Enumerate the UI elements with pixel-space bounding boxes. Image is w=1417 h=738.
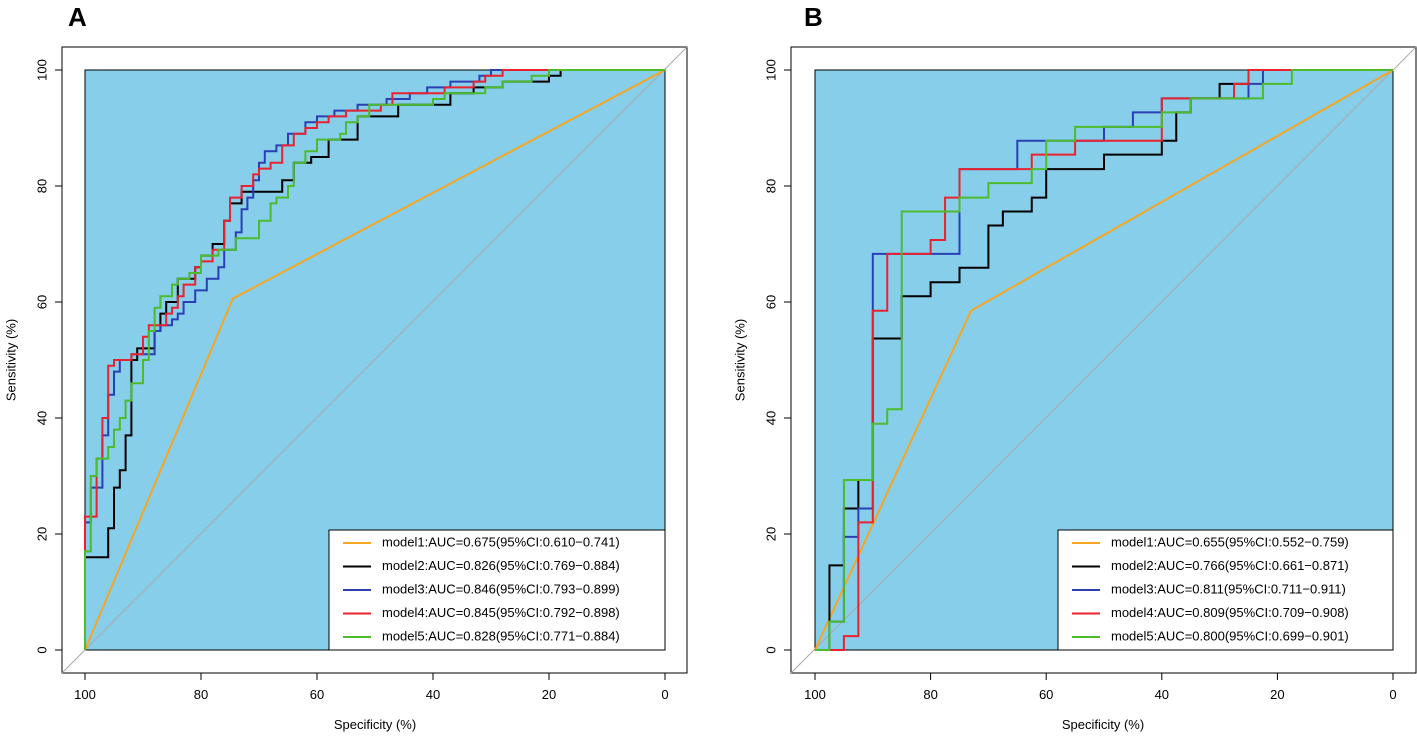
y-tick-label: 40 (34, 411, 49, 425)
legend-label-model1: model1:AUC=0.655(95%CI:0.552−0.759) (1111, 534, 1349, 549)
y-tick-label: 40 (763, 411, 778, 425)
legend-label-model2: model2:AUC=0.766(95%CI:0.661−0.871) (1111, 558, 1349, 573)
legend-label-model5: model5:AUC=0.800(95%CI:0.699−0.901) (1111, 628, 1349, 643)
y-tick-label: 20 (34, 527, 49, 541)
x-axis-title: Specificity (%) (1062, 717, 1144, 732)
chance-diagonal (790, 46, 1417, 674)
y-tick-label: 80 (763, 179, 778, 193)
x-axis-title: Specificity (%) (334, 717, 416, 732)
panel-b: 100 80 60 40 20 0 0 20 40 60 80 100 Specificity (%) S… (732, 2, 1417, 732)
x-tick-label: 40 (1155, 687, 1169, 702)
y-tick-label: 0 (763, 646, 778, 653)
roc-curve-model5 (815, 69, 1393, 651)
plot-frame (61, 46, 688, 674)
legend: model1:AUC=0.675(95%CI:0.610−0.741) model… (328, 529, 666, 651)
y-tick-label: 60 (763, 295, 778, 309)
legend-label-model4: model4:AUC=0.845(95%CI:0.792−0.898) (382, 605, 620, 620)
x-tick-label: 40 (426, 687, 440, 702)
x-tick-label: 0 (1389, 687, 1396, 702)
panel-a: 100 80 60 40 20 0 0 20 40 60 80 100 Specificity (%) S… (3, 2, 688, 732)
y-tick-label: 80 (34, 179, 49, 193)
x-tick-label: 80 (923, 687, 937, 702)
x-tick-label: 20 (1270, 687, 1284, 702)
y-tick-label: 100 (763, 59, 778, 81)
x-tick-label: 60 (310, 687, 324, 702)
panel-label: A (68, 2, 87, 32)
plot-frame (790, 46, 1417, 674)
x-tick-label: 60 (1039, 687, 1053, 702)
legend: model1:AUC=0.655(95%CI:0.552−0.759) model… (1057, 529, 1394, 651)
chance-diagonal (61, 46, 688, 674)
x-tick-label: 100 (74, 687, 96, 702)
y-axis-title: Sensitivity (%) (732, 319, 747, 401)
x-tick-label: 100 (804, 687, 826, 702)
y-tick-label: 100 (34, 59, 49, 81)
panel-label: B (804, 2, 823, 32)
legend-box (1057, 529, 1394, 651)
legend-box (328, 529, 666, 651)
roc-curve-model5 (84, 69, 665, 650)
legend-label-model3: model3:AUC=0.811(95%CI:0.711−0.911) (1111, 581, 1346, 596)
y-tick-label: 20 (763, 527, 778, 541)
legend-label-model4: model4:AUC=0.809(95%CI:0.709−0.908) (1111, 605, 1349, 620)
x-tick-label: 0 (661, 687, 668, 702)
x-tick-label: 80 (194, 687, 208, 702)
legend-label-model1: model1:AUC=0.675(95%CI:0.610−0.741) (382, 534, 620, 549)
legend-label-model5: model5:AUC=0.828(95%CI:0.771−0.884) (382, 628, 620, 643)
legend-label-model3: model3:AUC=0.846(95%CI:0.793−0.899) (382, 581, 620, 596)
y-tick-label: 0 (34, 646, 49, 653)
y-tick-label: 60 (34, 295, 49, 309)
roc-curve-model1 (814, 69, 1394, 651)
roc-curve-model1 (84, 69, 666, 651)
x-tick-label: 20 (542, 687, 556, 702)
legend-label-model2: model2:AUC=0.826(95%CI:0.769−0.884) (382, 558, 620, 573)
y-axis-title: Sensitivity (%) (3, 319, 18, 401)
